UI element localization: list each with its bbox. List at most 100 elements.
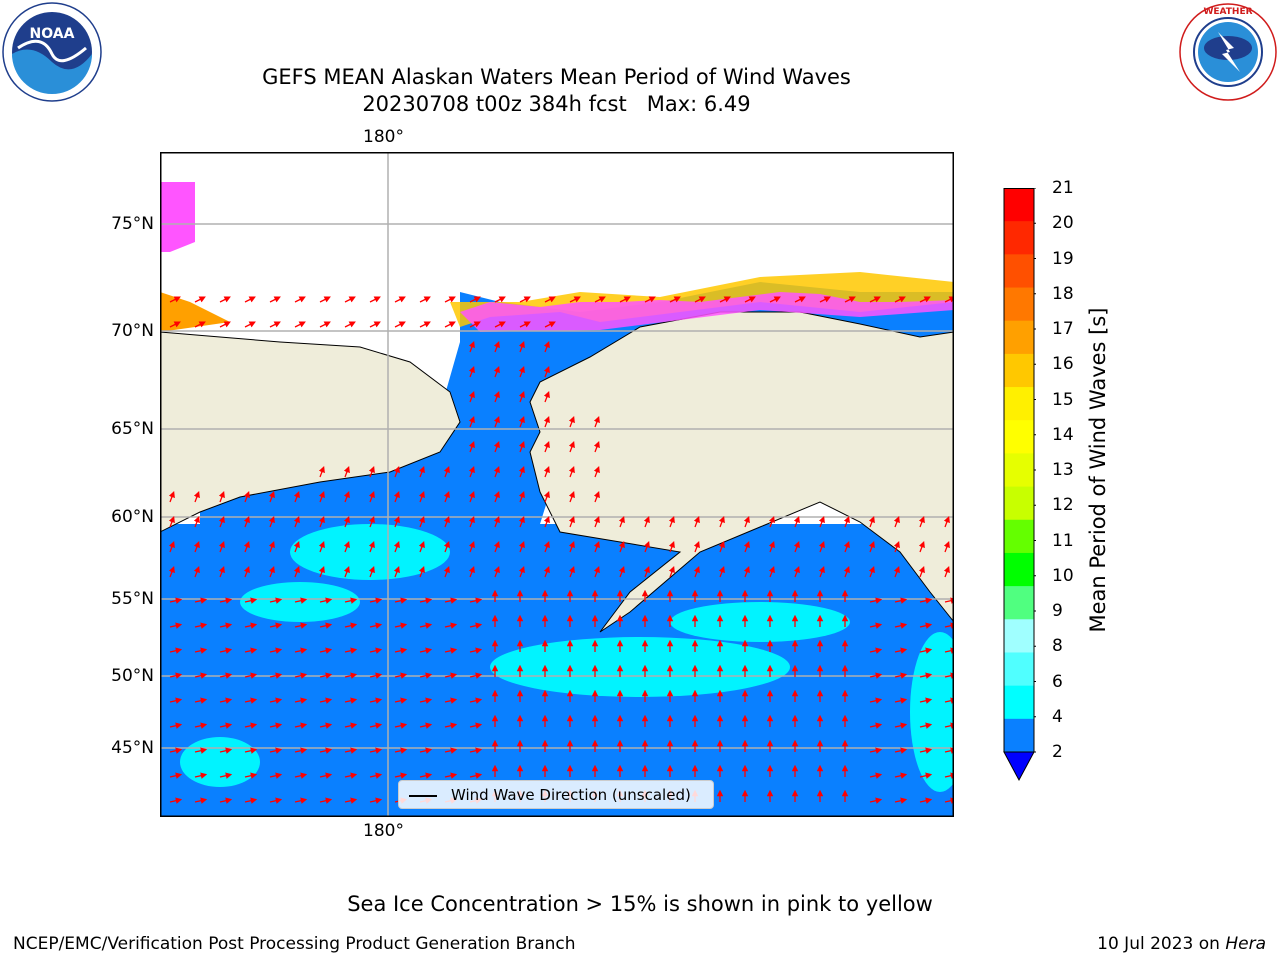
wind-wave-arrow	[744, 296, 756, 303]
wind-wave-arrow	[444, 622, 458, 629]
wind-wave-arrow	[369, 622, 383, 629]
wind-wave-arrow	[543, 415, 550, 428]
wind-wave-arrow	[444, 747, 458, 754]
wind-wave-arrow	[268, 515, 275, 528]
lon-label-bottom: 180°	[363, 821, 404, 841]
wind-wave-arrow	[394, 697, 408, 704]
wind-wave-arrow	[869, 647, 883, 654]
wind-wave-arrow	[494, 321, 506, 328]
wind-wave-arrow	[444, 772, 458, 779]
wind-wave-arrow	[894, 797, 908, 804]
wind-wave-arrow	[394, 672, 408, 679]
wind-wave-arrow	[194, 722, 208, 729]
wind-wave-arrow	[468, 465, 475, 478]
wind-wave-arrow	[244, 672, 258, 679]
wind-wave-arrow	[219, 697, 233, 704]
wind-wave-arrow	[169, 797, 183, 804]
wind-wave-arrow	[218, 490, 225, 503]
wind-wave-arrow	[768, 565, 775, 578]
wind-wave-arrow	[294, 697, 308, 704]
wind-wave-arrow	[319, 772, 333, 779]
wind-wave-arrow	[269, 722, 283, 729]
wind-wave-arrow	[493, 340, 500, 353]
nws-logo-icon: WEATHER	[1179, 3, 1277, 101]
wind-wave-arrow	[219, 296, 231, 303]
wind-wave-arrow	[618, 540, 625, 553]
wind-wave-arrow	[493, 565, 500, 578]
colorbar-tick-label: 11	[1052, 530, 1074, 551]
wind-wave-arrow	[443, 565, 450, 578]
wind-wave-arrow	[469, 647, 483, 654]
wind-wave-arrow	[894, 622, 908, 629]
wind-wave-arrow	[194, 597, 208, 604]
colorbar-segment	[1004, 287, 1034, 322]
wind-wave-arrow	[843, 540, 850, 553]
wind-wave-arrow	[294, 672, 308, 679]
wind-wave-arrow	[343, 490, 350, 503]
wind-wave-arrow	[269, 672, 283, 679]
wind-wave-arrow	[518, 415, 525, 428]
wind-wave-arrow	[268, 540, 275, 553]
wind-wave-arrow	[593, 565, 600, 578]
wind-wave-arrow	[368, 515, 375, 528]
wind-wave-arrow	[319, 697, 333, 704]
wind-wave-arrow	[518, 465, 525, 478]
wind-wave-arrow	[194, 321, 206, 328]
wind-wave-arrow	[544, 321, 556, 328]
wind-wave-arrow	[168, 540, 175, 553]
wind-wave-arrow	[443, 515, 450, 528]
wind-wave-arrow	[393, 515, 400, 528]
wind-wave-arrow	[493, 365, 500, 378]
wind-wave-arrow	[419, 722, 433, 729]
wind-wave-arrow	[219, 647, 233, 654]
wind-wave-arrow	[468, 365, 475, 378]
wind-wave-arrow	[169, 321, 181, 328]
wind-wave-arrow	[269, 296, 281, 303]
colorbar-tick-label: 10	[1052, 565, 1074, 586]
wind-wave-arrow	[344, 772, 358, 779]
wind-wave-arrow	[469, 722, 483, 729]
wind-wave-arrow	[543, 365, 550, 378]
wind-wave-arrow	[919, 747, 933, 754]
wind-wave-arrow	[244, 647, 258, 654]
wind-wave-arrow	[369, 321, 381, 328]
wind-wave-arrow	[919, 697, 933, 704]
wind-wave-arrow	[269, 622, 283, 629]
wind-wave-arrow	[293, 540, 300, 553]
colorbar-segment	[1004, 453, 1034, 488]
wind-wave-arrow	[343, 515, 350, 528]
wind-wave-arrow	[618, 565, 625, 578]
wind-wave-arrow	[743, 540, 750, 553]
wind-wave-arrow	[169, 747, 183, 754]
wind-wave-arrow	[269, 797, 283, 804]
wind-wave-arrow	[444, 672, 458, 679]
wind-wave-arrow	[593, 515, 600, 528]
wind-wave-arrow	[843, 565, 850, 578]
wind-wave-arrow	[419, 697, 433, 704]
wind-wave-arrow	[394, 722, 408, 729]
wind-wave-arrow	[468, 440, 475, 453]
wind-wave-arrow	[219, 321, 231, 328]
wind-wave-arrow	[243, 490, 250, 503]
wind-wave-arrow	[869, 296, 881, 303]
wind-wave-arrow	[518, 540, 525, 553]
wind-wave-arrow	[668, 540, 675, 553]
wind-wave-arrow	[644, 296, 656, 303]
wind-wave-arrow	[469, 697, 483, 704]
wind-wave-arrow	[318, 465, 325, 478]
wind-wave-arrow	[219, 797, 233, 804]
map-frame	[160, 152, 954, 817]
map-title: GEFS MEAN Alaskan Waters Mean Period of …	[262, 65, 851, 89]
wind-wave-arrow	[394, 772, 408, 779]
wind-wave-arrow	[194, 697, 208, 704]
wind-wave-arrow	[369, 797, 383, 804]
wind-wave-arrow	[193, 490, 200, 503]
wind-wave-arrow	[319, 647, 333, 654]
wind-wave-arrow	[518, 340, 525, 353]
wind-wave-arrow	[319, 321, 331, 328]
wind-wave-arrow	[318, 515, 325, 528]
wind-wave-arrow	[493, 440, 500, 453]
wind-wave-arrow	[219, 722, 233, 729]
wind-wave-arrow	[344, 321, 356, 328]
wind-wave-arrow	[518, 565, 525, 578]
